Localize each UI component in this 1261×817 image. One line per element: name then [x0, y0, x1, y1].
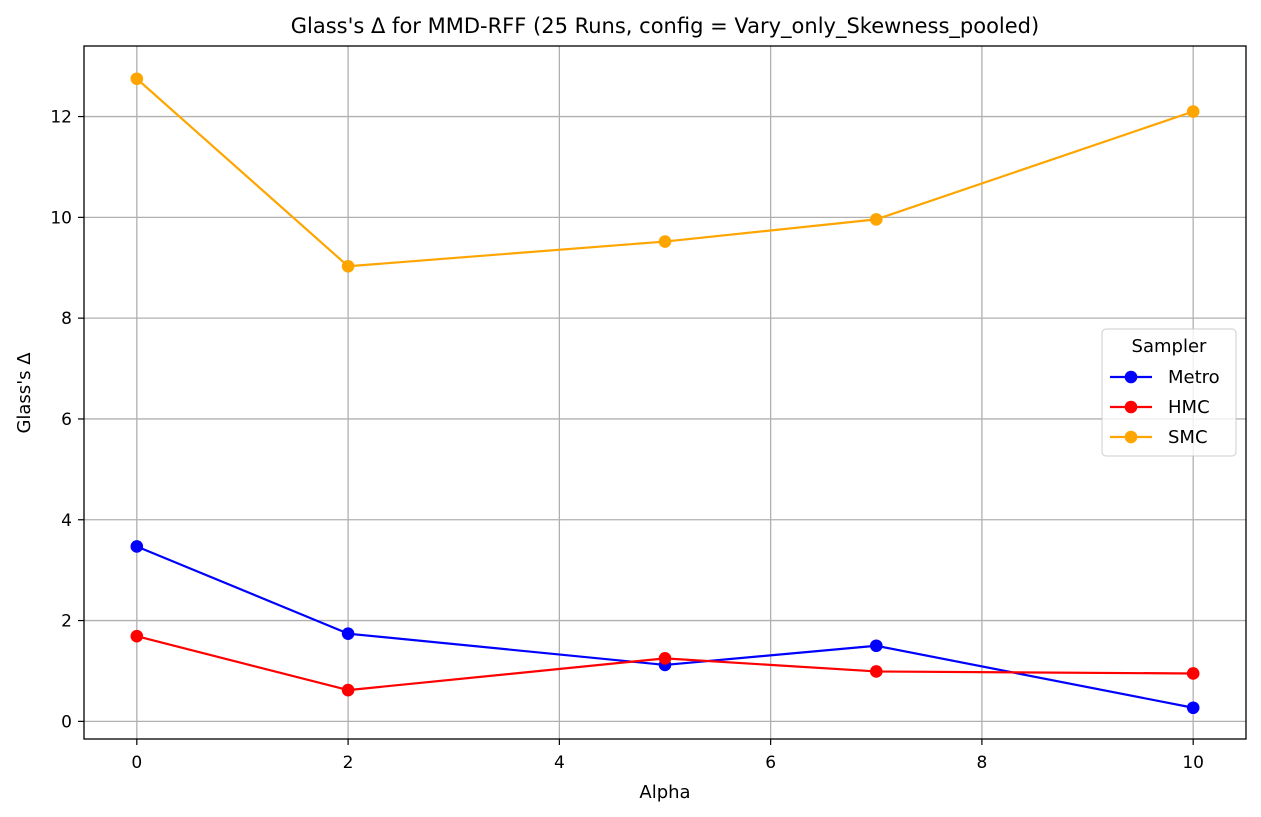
series-layer	[130, 72, 1200, 715]
data-point-smc	[341, 259, 355, 273]
y-tick-label: 4	[61, 511, 72, 531]
legend-label-metro: Metro	[1168, 367, 1220, 388]
legend-marker-smc	[1124, 430, 1138, 444]
x-axis: 0 2 4 6 8 10	[131, 739, 1204, 773]
x-tick-label: 2	[343, 753, 354, 773]
x-tick-label: 0	[131, 753, 142, 773]
data-point-smc	[130, 72, 144, 86]
x-tick-label: 4	[554, 753, 565, 773]
data-point-smc	[658, 235, 672, 248]
y-tick-label: 8	[61, 309, 72, 329]
data-point-smc	[869, 213, 883, 226]
data-point-metro	[130, 540, 144, 553]
x-tick-label: 8	[976, 753, 987, 773]
data-point-hmc	[130, 629, 144, 643]
legend-marker-metro	[1124, 370, 1138, 384]
legend-label-hmc: HMC	[1168, 397, 1210, 418]
data-point-hmc	[658, 652, 672, 665]
y-axis-label: Glass's Δ	[14, 352, 35, 434]
data-point-hmc	[869, 665, 883, 678]
plot-area-frame	[83, 45, 1247, 740]
legend-label-smc: SMC	[1168, 427, 1208, 448]
data-point-smc	[1186, 105, 1200, 118]
x-axis-label: Alpha	[639, 782, 690, 803]
legend-box	[1101, 328, 1237, 457]
legend-title: Sampler	[1132, 336, 1207, 357]
y-tick-label: 12	[50, 108, 72, 128]
y-tick-label: 10	[50, 208, 72, 228]
data-point-hmc	[1186, 667, 1200, 680]
y-tick-label: 0	[61, 712, 72, 732]
y-axis: 0 2 4 6 8 10 12	[50, 108, 84, 732]
y-tick-label: 2	[61, 612, 72, 632]
data-point-metro	[1186, 701, 1200, 715]
data-point-metro	[869, 639, 883, 653]
x-tick-label: 6	[765, 753, 776, 773]
chart-title: Glass's Δ for MMD-RFF (25 Runs, config =…	[291, 14, 1039, 39]
data-point-hmc	[341, 683, 355, 697]
x-tick-label: 10	[1182, 753, 1204, 773]
legend-marker-hmc	[1124, 400, 1138, 414]
data-point-metro	[341, 627, 355, 640]
legend-entries: Metro HMC SMC	[1110, 367, 1220, 448]
legend: Sampler Metro HMC SMC	[1101, 328, 1237, 457]
y-tick-label: 6	[61, 410, 72, 430]
